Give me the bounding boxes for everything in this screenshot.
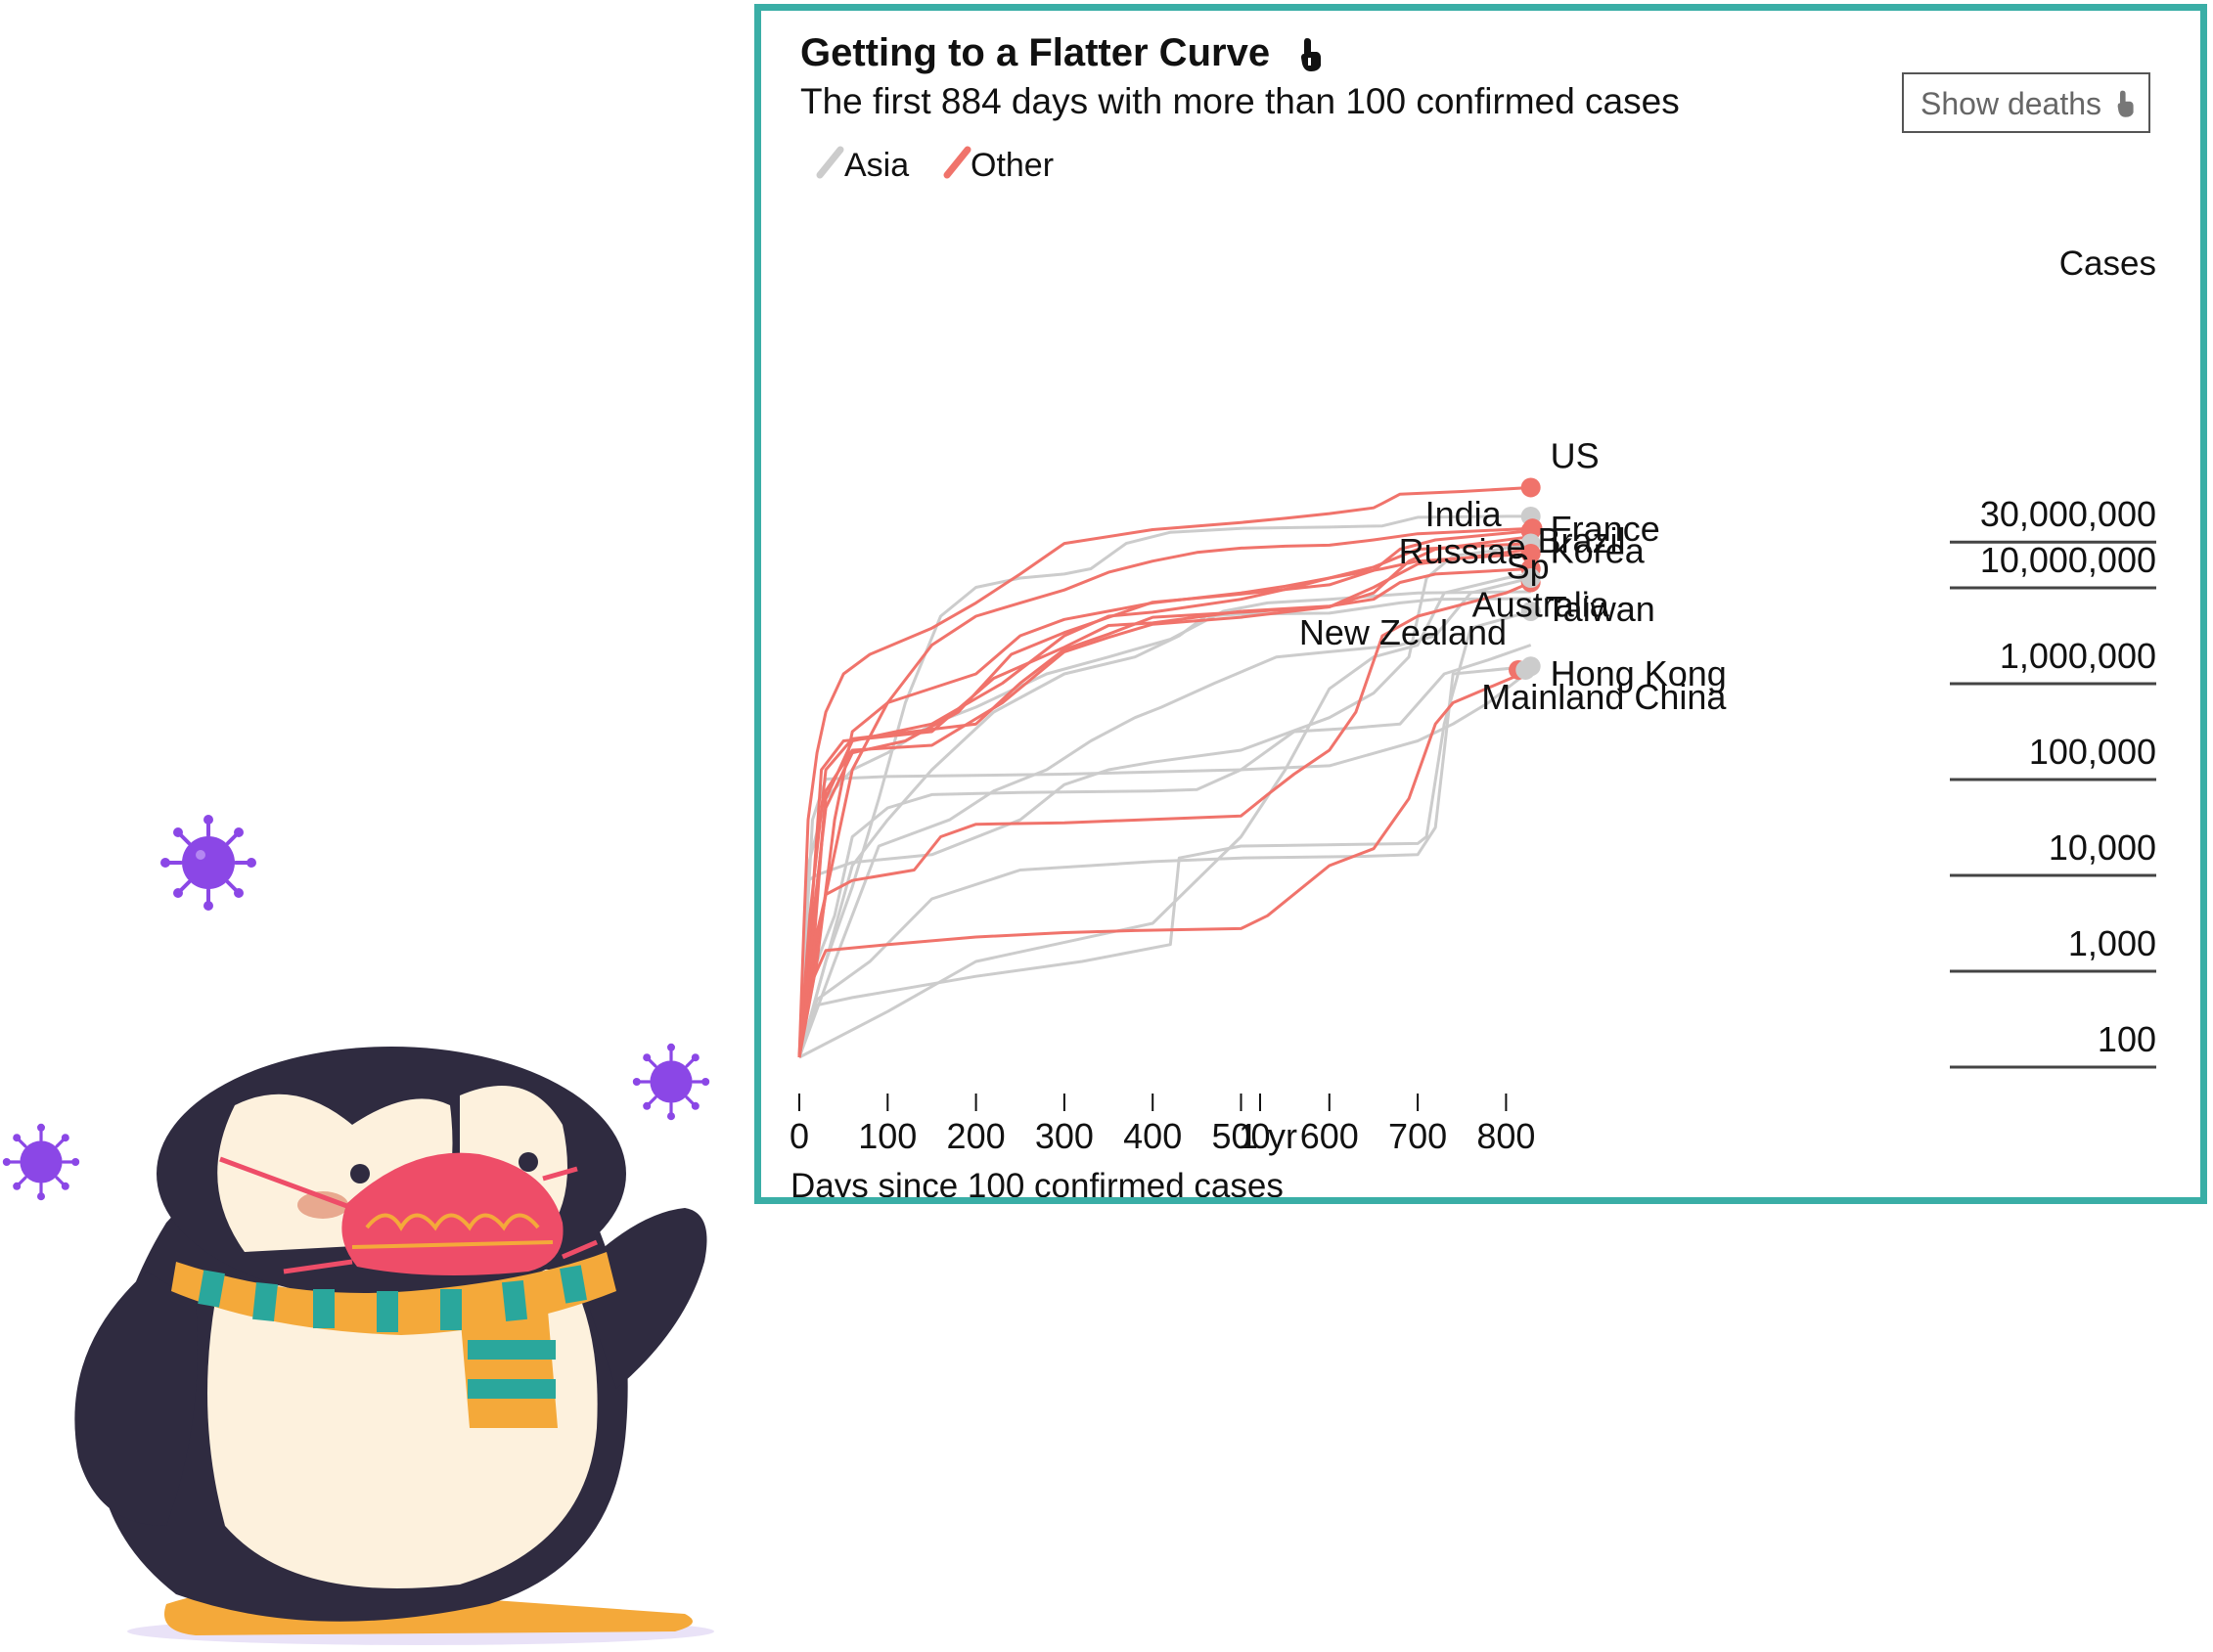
penguin [74, 1047, 714, 1645]
chart-subtitle: The first 884 days with more than 100 co… [800, 81, 1680, 121]
country-label: Sp [1507, 547, 1550, 587]
endpoint-marker[interactable] [1515, 659, 1536, 680]
y-axis-title: Cases [2059, 245, 2156, 283]
asia-lines [797, 514, 1532, 1059]
x-axis-title: Days since 100 confirmed cases [790, 1167, 1284, 1197]
country-label: Hong Kong [1551, 653, 1727, 693]
country-label: Australia [1472, 584, 1610, 624]
series-line-france[interactable] [797, 529, 1531, 1058]
chart-card: Getting to a Flatter Curve The first 884… [754, 4, 2207, 1204]
legend-label-asia: Asia [844, 147, 909, 184]
x-axis: 1 yr Days since 100 confirmed cases 0 100… [790, 1094, 1535, 1197]
endpoint-marker[interactable] [1520, 477, 1541, 498]
y-tick-label: 1,000 [2068, 923, 2156, 963]
pointer-hand-icon [1301, 38, 1321, 71]
country-label: Mainland China [1481, 677, 1727, 717]
y-tick-label: 10,000 [2049, 827, 2156, 868]
series-line-spain[interactable] [797, 567, 1531, 1058]
series-line-india[interactable] [797, 514, 1531, 1058]
x-tick-label: 600 [1300, 1116, 1359, 1156]
country-label: US [1551, 435, 1600, 475]
endpoint-marker[interactable] [1520, 543, 1541, 563]
series-line-vietnam[interactable] [798, 572, 1531, 1059]
y-tick-label: 100 [2098, 1019, 2156, 1059]
country-label: Russia [1399, 531, 1508, 571]
series-line-taiwan[interactable] [797, 609, 1532, 1058]
y-axis: Cases 100 1,000 10,000 100,000 1,000,000 10,0… [1950, 245, 2156, 1069]
y-tick-label: 30,000,000 [1980, 494, 2156, 534]
year-marker: 1 yr [1239, 1094, 1297, 1156]
series-line-united-kingdom[interactable] [797, 542, 1531, 1058]
chart-svg: Getting to a Flatter Curve The first 884… [790, 31, 2156, 1197]
series-line-japan[interactable] [797, 576, 1532, 1058]
y-tick-label: 10,000,000 [1980, 540, 2156, 580]
legend-item-asia[interactable]: Asia [816, 146, 909, 184]
series-line-hong-kong[interactable] [797, 664, 1531, 1058]
x-tick-label: 300 [1035, 1116, 1094, 1156]
country-label: Taiwan [1546, 589, 1655, 629]
series-line-brazil[interactable] [797, 526, 1533, 1058]
year-marker-label: 1 yr [1239, 1116, 1297, 1156]
show-deaths-label: Show deaths [1920, 86, 2101, 121]
country-label: Korea [1551, 531, 1646, 571]
country-label: New Zealand [1299, 612, 1507, 652]
x-tick-label: 500 [1211, 1116, 1270, 1156]
endpoint-marker[interactable] [1520, 601, 1541, 621]
endpoint-marker[interactable] [1522, 518, 1543, 539]
legend-swatch-asia [816, 146, 844, 179]
legend: Asia Other [816, 146, 1054, 184]
chart-title: Getting to a Flatter Curve [800, 31, 1270, 74]
series-line-new-zealand[interactable] [797, 668, 1532, 1058]
x-tick-label: 700 [1388, 1116, 1447, 1156]
show-deaths-button[interactable]: Show deaths [1902, 72, 2150, 133]
x-tick-label: 100 [858, 1116, 917, 1156]
other-lines [797, 485, 1533, 1058]
series-line-australia[interactable] [797, 581, 1532, 1058]
y-tick-label: 1,000,000 [2000, 636, 2156, 676]
pointer-hand-icon [2117, 90, 2134, 117]
endpoint-marker[interactable] [1520, 568, 1541, 588]
legend-label-other: Other [971, 147, 1054, 184]
series-line-singapore[interactable] [797, 644, 1532, 1058]
country-label: Brazil [1537, 520, 1625, 560]
virus-icon [160, 815, 256, 911]
legend-item-other[interactable]: Other [943, 146, 1054, 184]
legend-swatch-other [943, 146, 971, 179]
endpoint-markers [1509, 477, 1543, 680]
series-line-indonesia[interactable] [797, 597, 1531, 1058]
x-tick-label: 200 [947, 1116, 1006, 1156]
country-label: France [1551, 509, 1660, 549]
series-line-south-korea[interactable] [797, 542, 1531, 1058]
x-tick-label: 800 [1476, 1116, 1535, 1156]
series-line-us[interactable] [797, 485, 1533, 1058]
country-label: India [1425, 494, 1503, 534]
x-tick-label: 0 [790, 1116, 809, 1156]
series-line-russia[interactable] [797, 552, 1531, 1058]
penguin-illustration [2, 815, 714, 1645]
y-tick-label: 100,000 [2029, 732, 2156, 772]
virus-icon [2, 1123, 80, 1201]
country-label: e [1507, 526, 1526, 566]
x-tick-label: 400 [1123, 1116, 1182, 1156]
series-line-italy[interactable] [797, 548, 1531, 1058]
virus-icon [632, 1043, 710, 1121]
